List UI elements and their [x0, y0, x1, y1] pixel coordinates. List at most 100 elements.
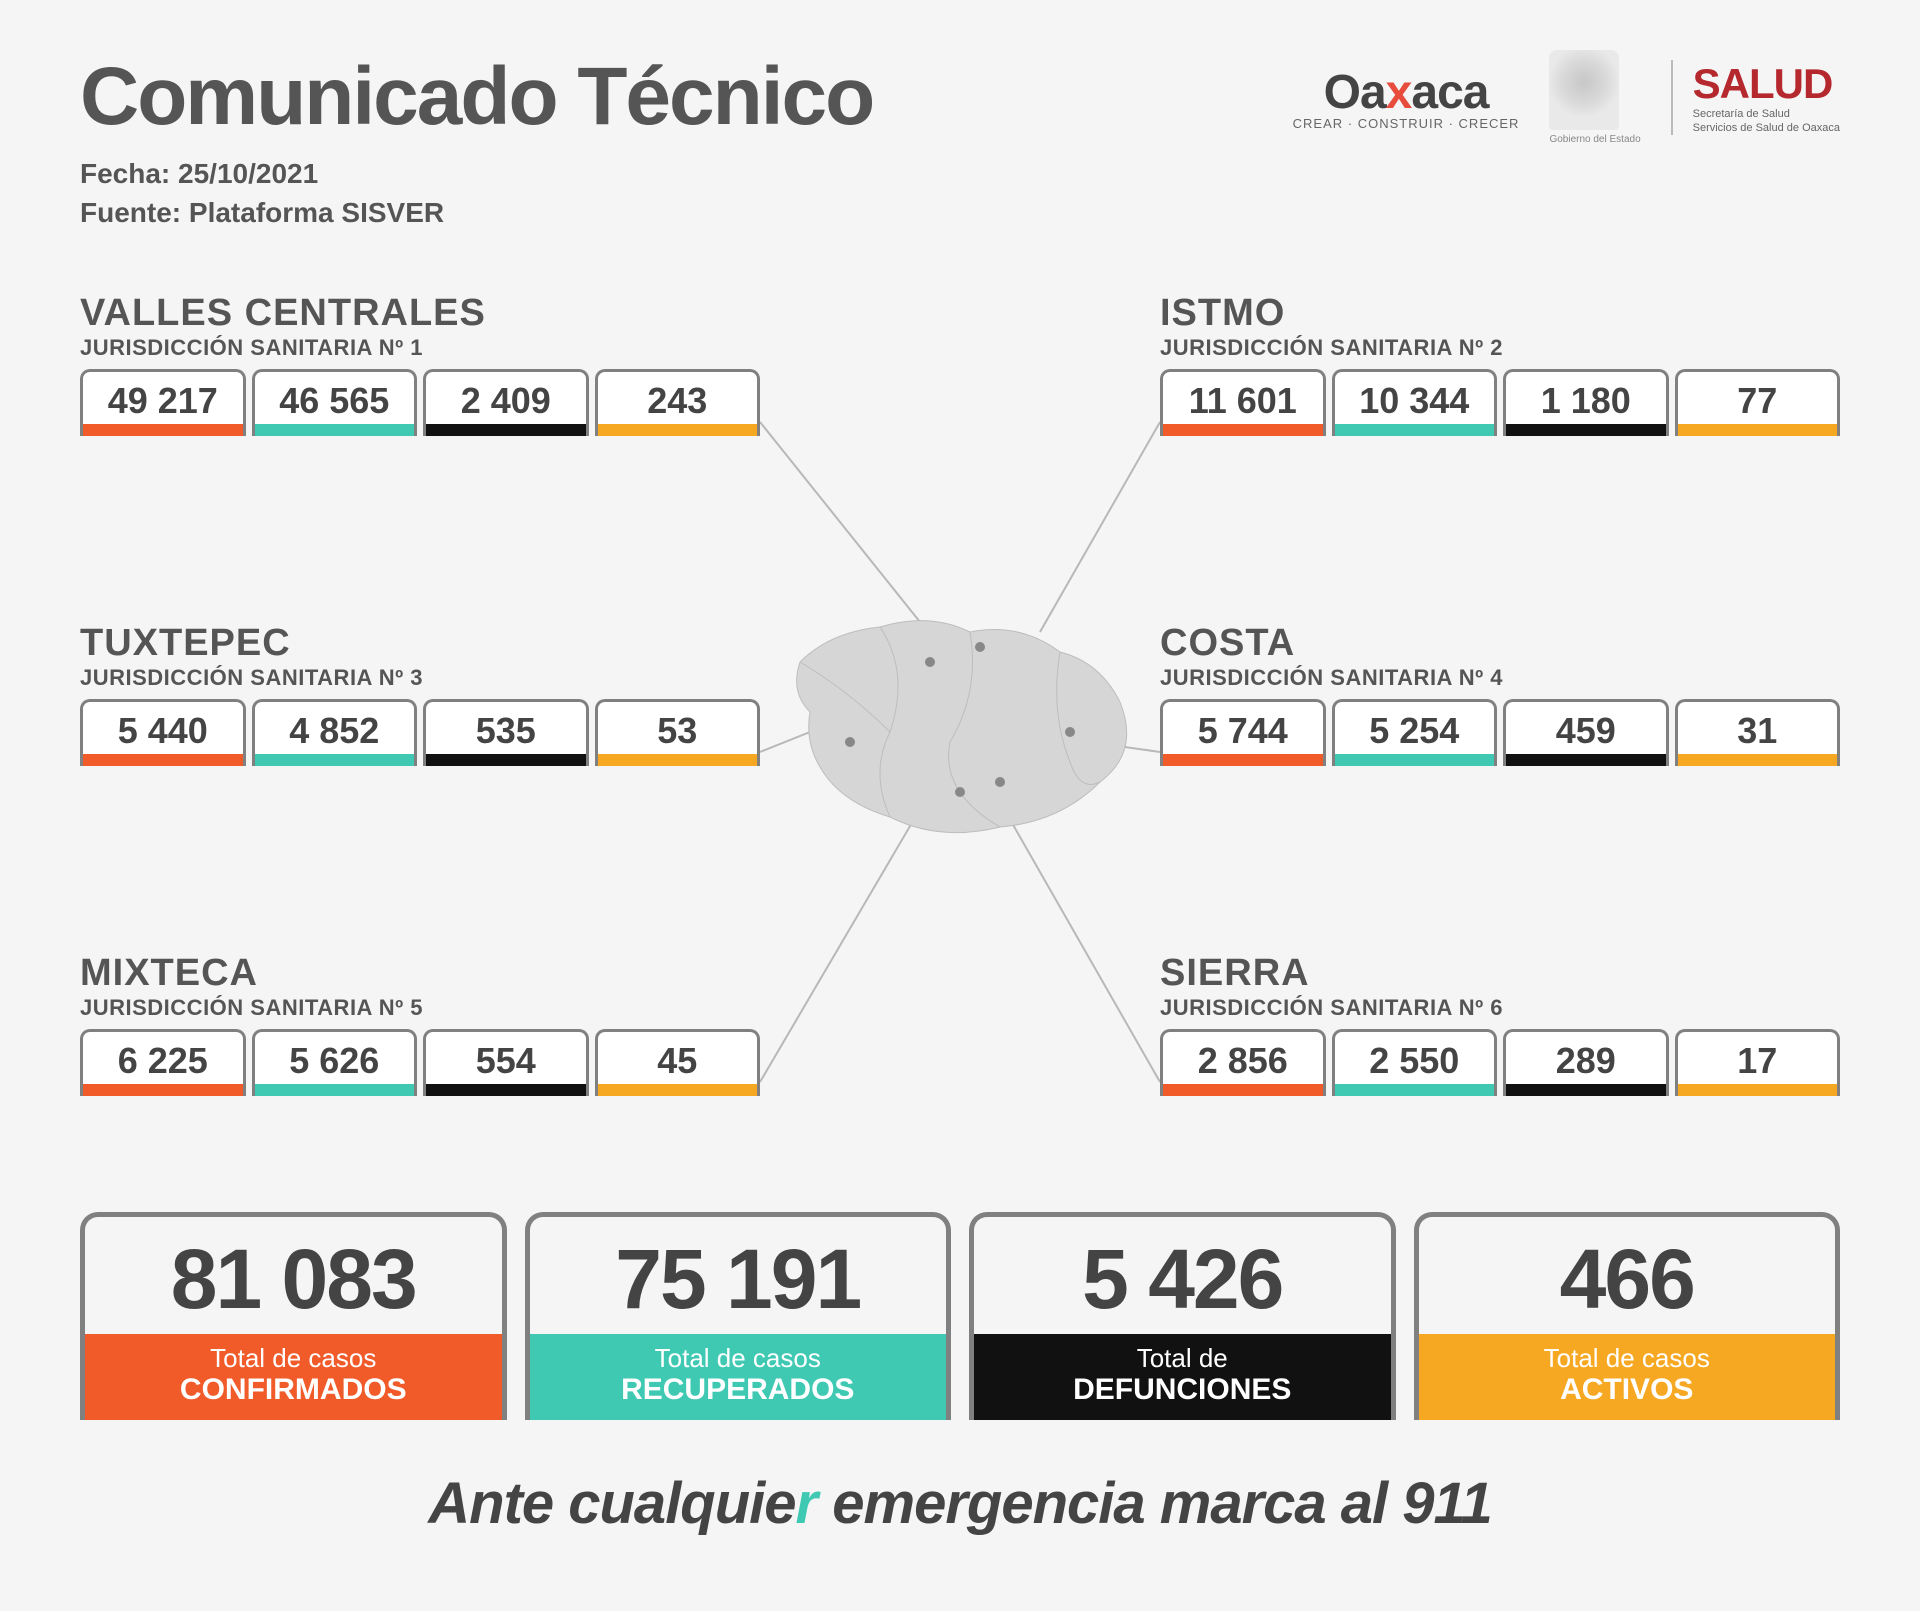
total-confirmed-label: Total de casos CONFIRMADOS: [85, 1334, 502, 1420]
stat-deaths-value: 2 409: [432, 380, 580, 422]
stat-deaths: 1 180: [1503, 369, 1669, 436]
stat-recovered: 5 254: [1332, 699, 1498, 766]
stat-confirmed-bar: [83, 1084, 243, 1096]
stat-active-value: 45: [604, 1040, 752, 1082]
stat-deaths-value: 535: [432, 710, 580, 752]
stat-deaths-value: 554: [432, 1040, 580, 1082]
stat-confirmed-bar: [1163, 424, 1323, 436]
region-stats: 6 225 5 626 554 45: [80, 1029, 760, 1096]
region-title: MIXTECA: [80, 952, 760, 995]
totals-row: 81 083 Total de casos CONFIRMADOS 75 191…: [80, 1212, 1840, 1420]
stat-active-bar: [598, 424, 758, 436]
total-deaths-value: 5 426: [974, 1217, 1391, 1334]
stat-recovered-bar: [255, 1084, 415, 1096]
stat-confirmed-value: 2 856: [1169, 1040, 1317, 1082]
stat-recovered-value: 46 565: [261, 380, 409, 422]
stat-confirmed-bar: [1163, 754, 1323, 766]
region-stats: 11 601 10 344 1 180 77: [1160, 369, 1840, 436]
region-stats: 5 744 5 254 459 31: [1160, 699, 1840, 766]
stat-confirmed-bar: [83, 424, 243, 436]
stat-active-value: 31: [1684, 710, 1832, 752]
logo-salud-text: SALUD: [1693, 60, 1840, 108]
total-recovered: 75 191 Total de casos RECUPERADOS: [525, 1212, 952, 1420]
total-active: 466 Total de casos ACTIVOS: [1414, 1212, 1841, 1420]
footer-pre: Ante cualquie: [428, 1471, 795, 1536]
stat-confirmed: 49 217: [80, 369, 246, 436]
stat-active: 243: [595, 369, 761, 436]
stat-deaths: 535: [423, 699, 589, 766]
region-title: TUXTEPEC: [80, 622, 760, 665]
stat-recovered-bar: [1335, 424, 1495, 436]
source-value: Plataforma SISVER: [189, 197, 444, 228]
footer-message: Ante cualquier emergencia marca al 911: [80, 1470, 1840, 1537]
stat-deaths-value: 1 180: [1512, 380, 1660, 422]
region-valles: VALLES CENTRALESJURISDICCIÓN SANITARIA N…: [80, 292, 760, 436]
stat-deaths-bar: [1506, 754, 1666, 766]
total-recovered-value: 75 191: [530, 1217, 947, 1334]
total-confirmed: 81 083 Total de casos CONFIRMADOS: [80, 1212, 507, 1420]
total-deaths-label: Total de DEFUNCIONES: [974, 1334, 1391, 1420]
stat-recovered-bar: [255, 754, 415, 766]
stat-confirmed-value: 5 744: [1169, 710, 1317, 752]
logo-oaxaca-text: Oaxaca: [1293, 65, 1520, 120]
stat-recovered-value: 5 626: [261, 1040, 409, 1082]
gov-seal-icon: Gobierno del Estado: [1549, 50, 1640, 145]
stat-recovered-value: 4 852: [261, 710, 409, 752]
stat-active-value: 243: [604, 380, 752, 422]
region-stats: 5 440 4 852 535 53: [80, 699, 760, 766]
stat-confirmed: 5 744: [1160, 699, 1326, 766]
stat-active-value: 53: [604, 710, 752, 752]
total-confirmed-value: 81 083: [85, 1217, 502, 1334]
stat-recovered-bar: [1335, 1084, 1495, 1096]
region-subtitle: JURISDICCIÓN SANITARIA Nº 6: [1160, 995, 1840, 1021]
date-value: 25/10/2021: [178, 158, 318, 189]
stat-deaths-value: 459: [1512, 710, 1660, 752]
total-deaths: 5 426 Total de DEFUNCIONES: [969, 1212, 1396, 1420]
region-subtitle: JURISDICCIÓN SANITARIA Nº 4: [1160, 665, 1840, 691]
stat-active-bar: [1678, 754, 1838, 766]
gov-seal-caption: Gobierno del Estado: [1549, 134, 1640, 145]
stat-recovered: 46 565: [252, 369, 418, 436]
stat-recovered: 2 550: [1332, 1029, 1498, 1096]
region-title: COSTA: [1160, 622, 1840, 665]
header-left: Comunicado Técnico Fecha: 25/10/2021 Fue…: [80, 50, 873, 232]
region-subtitle: JURISDICCIÓN SANITARIA Nº 5: [80, 995, 760, 1021]
region-istmo: ISTMOJURISDICCIÓN SANITARIA Nº 211 60110…: [1160, 292, 1840, 436]
stat-deaths: 459: [1503, 699, 1669, 766]
stat-confirmed-value: 5 440: [89, 710, 237, 752]
stat-active-value: 77: [1684, 380, 1832, 422]
stat-deaths-bar: [426, 1084, 586, 1096]
stat-recovered-value: 5 254: [1341, 710, 1489, 752]
region-subtitle: JURISDICCIÓN SANITARIA Nº 3: [80, 665, 760, 691]
region-stats: 2 8562 55028917: [1160, 1029, 1840, 1096]
stat-active: 45: [595, 1029, 761, 1096]
stat-deaths: 2 409: [423, 369, 589, 436]
stat-recovered: 4 852: [252, 699, 418, 766]
stat-recovered-bar: [1335, 754, 1495, 766]
footer-post: emergencia marca al 911: [817, 1471, 1492, 1536]
total-active-label: Total de casos ACTIVOS: [1419, 1334, 1836, 1420]
stat-active-bar: [1678, 424, 1838, 436]
logo-salud: SALUD Secretaría de Salud Servicios de S…: [1671, 60, 1840, 134]
header-logos: Oaxaca CREAR · CONSTRUIR · CRECER Gobier…: [1293, 50, 1840, 145]
stat-confirmed: 6 225: [80, 1029, 246, 1096]
map-silhouette: [770, 592, 1150, 872]
region-title: SIERRA: [1160, 952, 1840, 995]
page-title: Comunicado Técnico: [80, 50, 873, 144]
total-recovered-label: Total de casos RECUPERADOS: [530, 1334, 947, 1420]
region-stats: 49 217 46 565 2 409 243: [80, 369, 760, 436]
footer-r: r: [796, 1471, 818, 1536]
stat-active: 53: [595, 699, 761, 766]
stat-recovered-value: 10 344: [1341, 380, 1489, 422]
source-label: Fuente:: [80, 197, 181, 228]
region-subtitle: JURISDICCIÓN SANITARIA Nº 2: [1160, 335, 1840, 361]
total-active-value: 466: [1419, 1217, 1836, 1334]
stat-active: 17: [1675, 1029, 1841, 1096]
stat-deaths-bar: [426, 754, 586, 766]
region-tuxtepec: TUXTEPECJURISDICCIÓN SANITARIA Nº 3 5 440…: [80, 622, 760, 766]
stat-confirmed-bar: [83, 754, 243, 766]
stat-deaths-bar: [1506, 1084, 1666, 1096]
stat-confirmed: 5 440: [80, 699, 246, 766]
stat-confirmed-value: 49 217: [89, 380, 237, 422]
stat-confirmed-value: 11 601: [1169, 380, 1317, 422]
